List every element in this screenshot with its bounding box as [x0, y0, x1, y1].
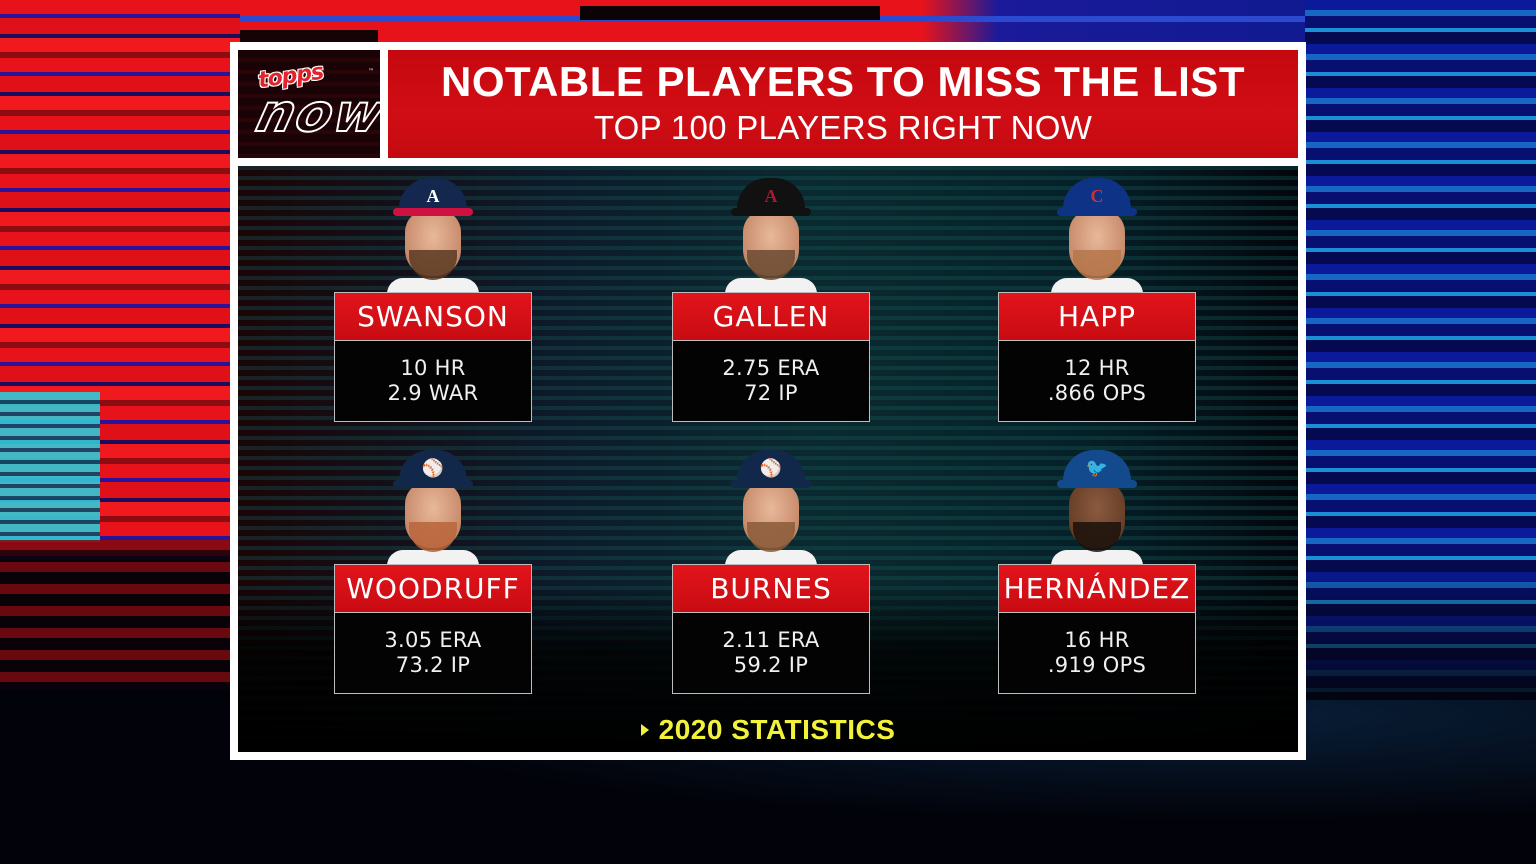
logo-trademark: ™	[368, 68, 374, 75]
play-arrow-icon	[640, 724, 649, 736]
graphic-panel: topps now ™ NOTABLE PLAYERS TO MISS THE …	[230, 42, 1306, 760]
team-logo: 🐦	[1085, 458, 1109, 478]
player-headshot: A	[721, 170, 821, 294]
stat-line-2: .919 OPS	[1047, 653, 1147, 677]
statistics-note: 2020 STATISTICS	[238, 714, 1298, 746]
stat-line-2: 72 IP	[744, 381, 798, 405]
stat-line-1: 16 HR	[1064, 628, 1130, 652]
stat-line-2: 73.2 IP	[395, 653, 471, 677]
player-stats: 3.05 ERA 73.2 IP	[334, 612, 532, 694]
player-headshot: 🐦	[1047, 442, 1147, 566]
player-name: HAPP	[998, 292, 1196, 340]
player-headshot: A	[383, 170, 483, 294]
player-name: GALLEN	[672, 292, 870, 340]
player-name: HERNÁNDEZ	[998, 564, 1196, 612]
player-card-burnes: ⚾ BURNES 2.11 ERA 59.2 IP	[672, 442, 870, 694]
background-left-fade	[0, 540, 240, 690]
logo-product: now	[250, 83, 394, 145]
player-card-swanson: A SWANSON 10 HR 2.9 WAR	[334, 170, 532, 422]
stat-line-1: 10 HR	[400, 356, 466, 380]
stat-line-1: 3.05 ERA	[384, 628, 482, 652]
background-top-stripes	[0, 0, 1536, 44]
stat-line-1: 12 HR	[1064, 356, 1130, 380]
team-logo: ⚾	[759, 458, 783, 478]
team-logo: C	[1090, 186, 1104, 206]
player-card-hernandez: 🐦 HERNÁNDEZ 16 HR .919 OPS	[998, 442, 1196, 694]
player-stats: 16 HR .919 OPS	[998, 612, 1196, 694]
player-name: SWANSON	[334, 292, 532, 340]
page-subtitle: TOP 100 PLAYERS RIGHT NOW	[593, 108, 1093, 146]
player-stats: 12 HR .866 OPS	[998, 340, 1196, 422]
stat-line-2: 2.9 WAR	[387, 381, 479, 405]
team-logo: A	[764, 186, 778, 206]
player-card-happ: C HAPP 12 HR .866 OPS	[998, 170, 1196, 422]
player-stats: 10 HR 2.9 WAR	[334, 340, 532, 422]
player-headshot: ⚾	[721, 442, 821, 566]
player-headshot: C	[1047, 170, 1147, 294]
background-cyan-glitch	[0, 392, 100, 542]
player-card-gallen: A GALLEN 2.75 ERA 72 IP	[672, 170, 870, 422]
player-stats: 2.75 ERA 72 IP	[672, 340, 870, 422]
team-logo: A	[426, 186, 440, 206]
team-logo: ⚾	[421, 458, 445, 478]
stat-line-2: .866 OPS	[1047, 381, 1147, 405]
stat-line-2: 59.2 IP	[733, 653, 809, 677]
statistics-note-text: 2020 STATISTICS	[658, 714, 896, 745]
topps-now-logo: topps now ™	[238, 50, 393, 158]
title-banner: NOTABLE PLAYERS TO MISS THE LIST TOP 100…	[388, 50, 1298, 158]
player-headshot: ⚾	[383, 442, 483, 566]
page-title: NOTABLE PLAYERS TO MISS THE LIST	[441, 57, 1245, 105]
player-card-woodruff: ⚾ WOODRUFF 3.05 ERA 73.2 IP	[334, 442, 532, 694]
player-name: BURNES	[672, 564, 870, 612]
stat-line-1: 2.11 ERA	[722, 628, 820, 652]
player-stats: 2.11 ERA 59.2 IP	[672, 612, 870, 694]
stat-line-1: 2.75 ERA	[722, 356, 820, 380]
players-grid: A SWANSON 10 HR 2.9 WAR A GALLEN 2.75 ER…	[238, 166, 1298, 752]
player-name: WOODRUFF	[334, 564, 532, 612]
